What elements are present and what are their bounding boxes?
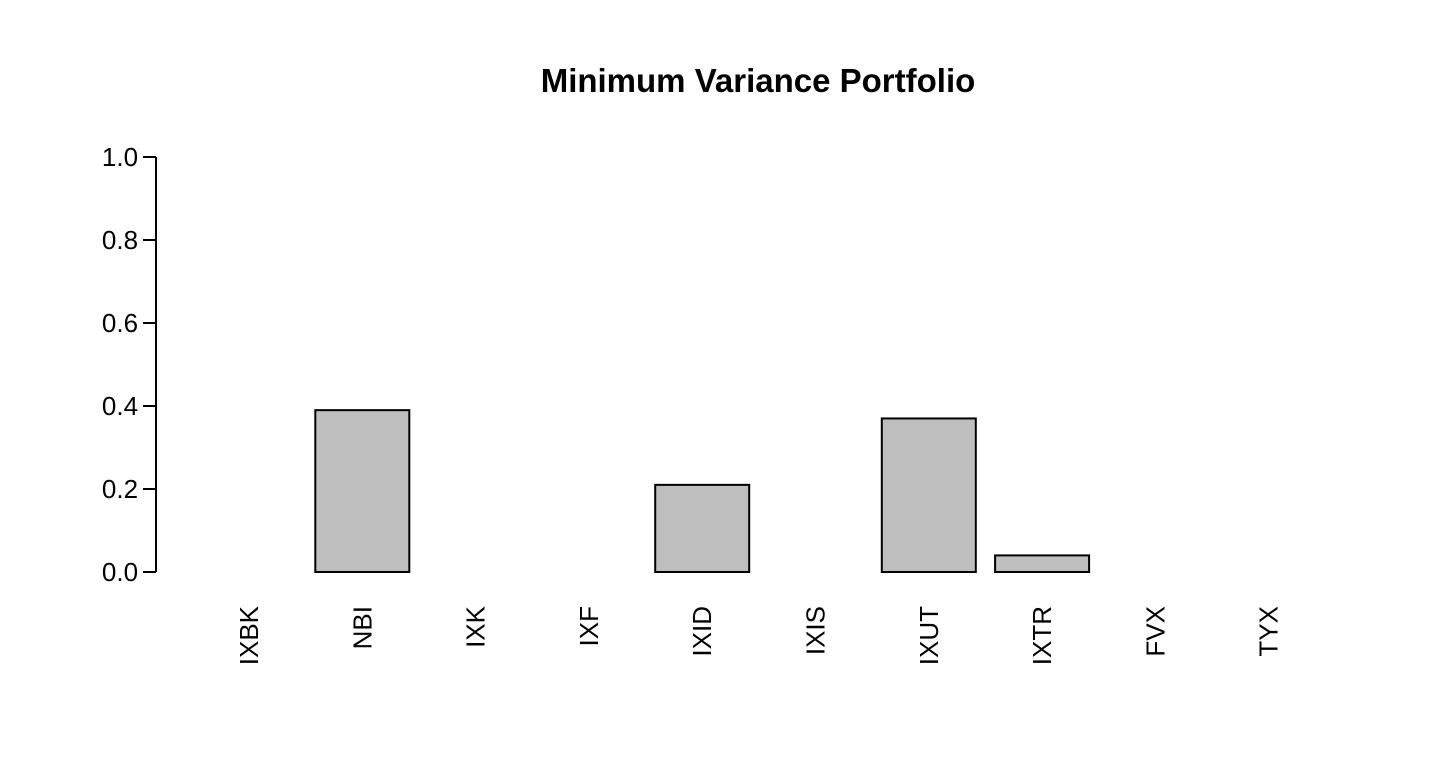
x-category-label: FVX: [1140, 606, 1170, 657]
x-category-label: IXUT: [914, 606, 944, 665]
bar-ixtr: [994, 554, 1091, 574]
x-category-label: NBI: [347, 606, 377, 649]
y-tick-label: 0.0: [102, 557, 138, 587]
y-tick-label: 0.8: [102, 225, 138, 255]
x-category-label: IXBK: [234, 605, 264, 665]
bar-ixut: [880, 417, 977, 574]
y-tick-label: 0.2: [102, 474, 138, 504]
bar-nbi: [314, 409, 411, 573]
y-tick-label: 0.4: [102, 391, 138, 421]
x-category-label: IXK: [461, 605, 491, 648]
chart-title: Minimum Variance Portfolio: [541, 62, 976, 99]
x-category-label: IXTR: [1027, 606, 1057, 665]
x-category-label: IXIS: [801, 606, 831, 655]
y-axis: 0.0 0.2 0.4 0.6 0.8 1.0: [102, 142, 157, 587]
x-category-label: IXID: [687, 606, 717, 657]
bars-group: [314, 409, 1091, 574]
y-tick-label: 0.6: [102, 308, 138, 338]
x-axis-labels: IXBK NBI IXK IXF IXID IXIS IXUT IXTR FVX TYX: [234, 605, 1284, 665]
x-category-label: TYX: [1254, 606, 1284, 657]
y-tick-label: 1.0: [102, 142, 138, 172]
x-category-label: IXF: [574, 606, 604, 646]
bar-ixid: [654, 483, 751, 574]
